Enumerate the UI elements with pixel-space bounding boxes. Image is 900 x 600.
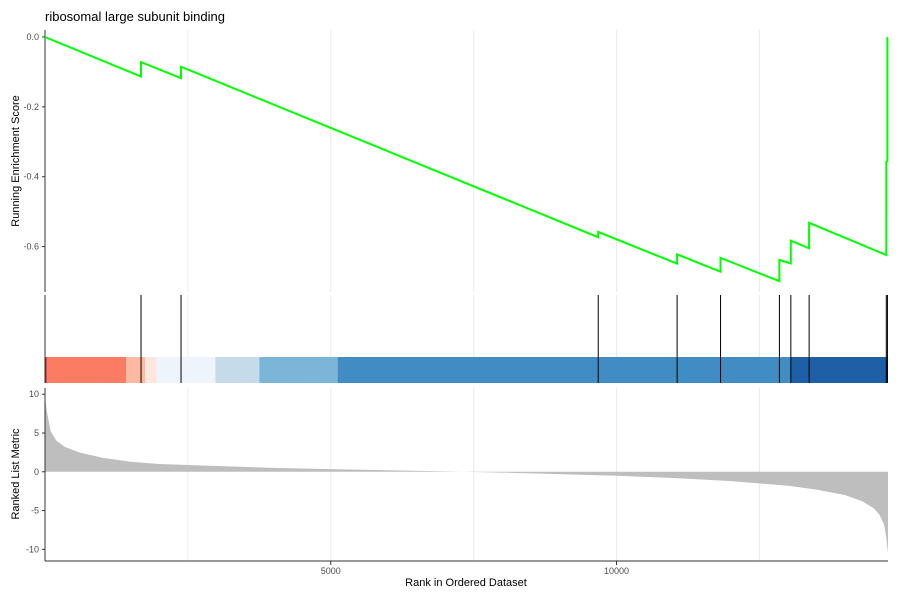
es-panel-gridlines xyxy=(187,30,760,292)
metric-panel-y-ticks: 10 5 0 -5 -10 xyxy=(26,389,45,554)
rank-color-bar xyxy=(45,357,888,383)
color-bar-segment-5 xyxy=(215,357,260,383)
color-bar-segment-6 xyxy=(259,357,338,383)
x-axis-ticks: 5000 10000 xyxy=(321,561,629,576)
es-panel-y-ticks: 0.0 -0.2 -0.4 -0.6 xyxy=(23,32,45,252)
color-bar-segment-8 xyxy=(790,357,888,383)
es-y-tick-label-1: -0.2 xyxy=(23,102,39,112)
es-y-tick-label-2: -0.4 xyxy=(23,172,39,182)
chart-title: ribosomal large subunit binding xyxy=(45,9,225,24)
metric-y-tick-label-3: -5 xyxy=(31,506,39,516)
metric-y-tick-label-4: -10 xyxy=(26,544,39,554)
ranked-list-metric-area xyxy=(45,398,888,554)
es-y-tick-label-0: 0.0 xyxy=(26,32,39,42)
color-bar-segment-4 xyxy=(156,357,216,383)
color-bar-segment-0 xyxy=(45,357,47,383)
metric-panel-y-axis-title: Ranked List Metric xyxy=(10,428,22,520)
running-enrichment-score-line xyxy=(44,36,889,283)
metric-y-tick-label-0: 10 xyxy=(29,389,39,399)
x-tick-label-0: 5000 xyxy=(321,566,341,576)
x-axis-title: Rank in Ordered Dataset xyxy=(405,577,527,589)
metric-y-tick-label-2: 0 xyxy=(34,467,39,477)
metric-panel-gridlines xyxy=(187,388,760,561)
color-bar-segment-1 xyxy=(46,357,127,383)
es-y-tick-label-3: -0.6 xyxy=(23,242,39,252)
x-tick-label-1: 10000 xyxy=(604,566,629,576)
es-panel-y-axis-title: Running Enrichment Score xyxy=(10,95,22,226)
color-bar-segment-7 xyxy=(337,357,791,383)
gene-hit-lines xyxy=(140,295,888,383)
metric-y-tick-label-1: 5 xyxy=(34,428,39,438)
color-bar-segment-2 xyxy=(126,357,146,383)
color-bar-segment-3 xyxy=(145,357,157,383)
